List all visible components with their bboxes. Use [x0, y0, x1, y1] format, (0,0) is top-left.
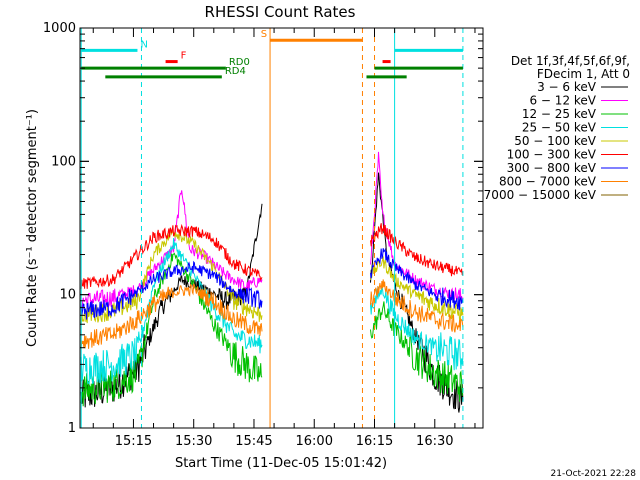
x-axis-label: Start Time (11-Dec-05 15:01:42): [175, 456, 387, 471]
x-tick-label: 16:15: [356, 434, 393, 449]
status-bar-label-F: F: [181, 51, 187, 62]
legend: Det 1f,3f,4f,5f,6f,9f,FDecim 1, Att 03 −…: [484, 54, 630, 202]
legend-entry-label: 50 − 100 keV: [514, 134, 597, 148]
status-bar-label-S: S: [261, 29, 267, 40]
series-line-4-1: [370, 256, 464, 323]
plot-timestamp: 21-Oct-2021 22:28: [551, 469, 637, 479]
series-line-3-0: [80, 237, 263, 385]
y-tick-label: 100: [51, 154, 76, 169]
series-line-5-0: [80, 223, 263, 290]
status-bar-label-N: N: [140, 39, 147, 50]
legend-entry-label: 25 − 50 keV: [522, 121, 597, 135]
series-line-5-1: [370, 223, 464, 277]
series-line-7-0: [80, 283, 263, 349]
series-line-6-1: [370, 247, 464, 311]
x-tick-label: 16:00: [296, 434, 333, 449]
y-tick-label: 1: [68, 421, 76, 436]
x-tick-label: 15:30: [175, 434, 212, 449]
x-tick-label: 15:45: [235, 434, 272, 449]
x-tick-label: 15:15: [115, 434, 152, 449]
legend-entry-label: 3 − 6 keV: [537, 80, 597, 94]
chart-title: RHESSI Count Rates: [205, 3, 356, 21]
legend-entry-label: 7000 − 15000 keV: [484, 188, 597, 202]
legend-header-line: Det 1f,3f,4f,5f,6f,9f,: [511, 54, 630, 68]
series-line-2-0: [80, 252, 263, 407]
legend-entry-label: 6 − 12 keV: [529, 94, 596, 108]
series-line-6-0: [80, 260, 263, 320]
status-bar-label-RD4: RD4: [225, 66, 246, 77]
legend-entry-label: 300 − 800 keV: [507, 161, 597, 175]
y-tick-label: 1000: [43, 21, 76, 36]
legend-header-line: FDecim 1, Att 0: [537, 67, 630, 81]
legend-entry-label: 800 − 7000 keV: [499, 175, 597, 189]
series-line-2-1: [370, 301, 464, 402]
y-tick-label: 10: [59, 288, 76, 303]
x-tick-label: 16:30: [416, 434, 453, 449]
y-axis-label: Count Rate (s⁻¹ detector segment⁻¹): [25, 109, 40, 347]
axes: 1 10 100 1000 15:15 15:30 15:45 16:00 16:15 16:30: [43, 21, 483, 449]
series-line-7-1: [370, 279, 464, 333]
status-bar-label-RD0: RD0: [229, 57, 250, 68]
legend-entry-label: 100 − 300 keV: [507, 148, 597, 162]
legend-entry-label: 12 − 25 keV: [522, 107, 597, 121]
plot-frame: [79, 27, 484, 429]
series-line-1-0: [80, 190, 263, 309]
